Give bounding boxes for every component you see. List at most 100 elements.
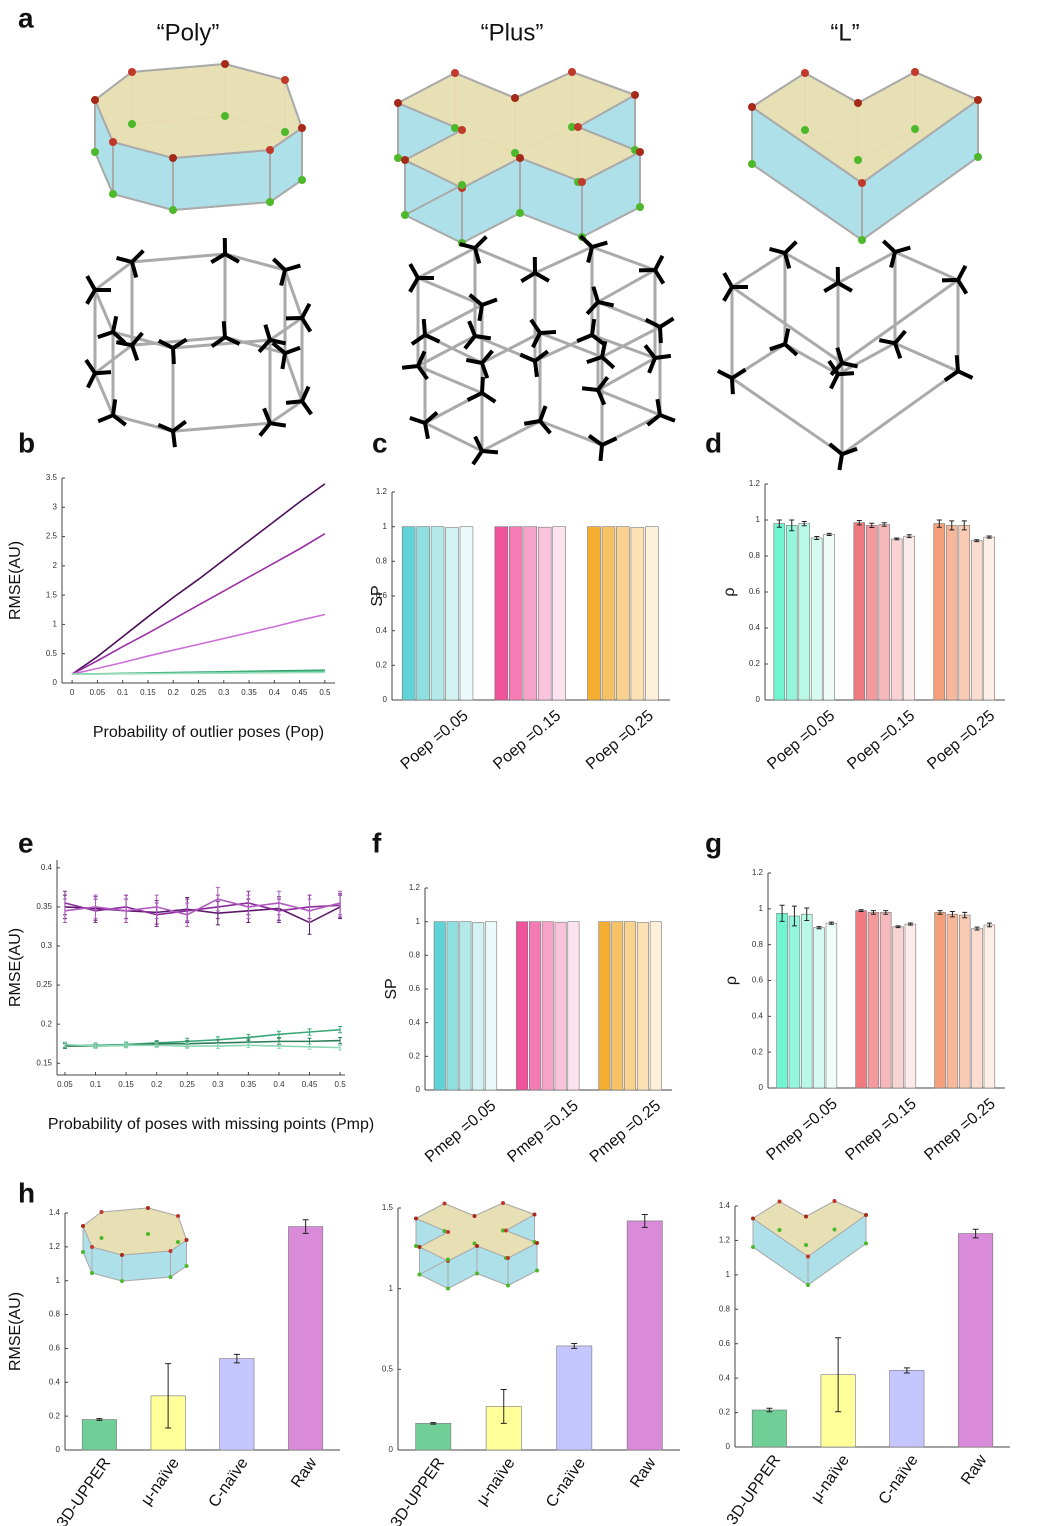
bar bbox=[446, 528, 459, 700]
y-tick-label: 0.15 bbox=[36, 1058, 52, 1067]
vertex bbox=[394, 99, 402, 107]
pose-axis bbox=[724, 273, 732, 287]
bar bbox=[516, 922, 527, 1090]
pose-axis bbox=[660, 318, 674, 327]
shape-title: “Plus” bbox=[481, 19, 544, 46]
bar bbox=[524, 527, 537, 700]
vertex bbox=[858, 236, 866, 244]
pose-axis bbox=[718, 371, 732, 378]
y-tick-label: 0 bbox=[756, 695, 761, 704]
bar bbox=[905, 924, 916, 1088]
vertex bbox=[506, 1256, 510, 1260]
x-tick-label: Pmep =0.15 bbox=[842, 1095, 919, 1164]
pose-axis bbox=[285, 266, 300, 270]
pose-axis bbox=[732, 370, 746, 379]
y-tick-label: 0.2 bbox=[719, 1408, 731, 1417]
x-tick-label: 0.3 bbox=[212, 1080, 224, 1089]
y-tick-label: 0.2 bbox=[41, 1019, 53, 1028]
vertex bbox=[504, 1229, 508, 1233]
pose-axis bbox=[88, 373, 95, 387]
vertex bbox=[169, 206, 177, 214]
pose-axis bbox=[895, 331, 905, 343]
bar bbox=[220, 1359, 254, 1450]
vertex bbox=[176, 1214, 180, 1218]
pose-axis bbox=[521, 273, 535, 281]
vertex bbox=[90, 1271, 94, 1275]
x-tick-label: 3D-UPPER bbox=[724, 1452, 784, 1526]
bar bbox=[891, 539, 902, 700]
bar bbox=[786, 525, 797, 700]
vertex bbox=[833, 1199, 837, 1203]
vertex bbox=[414, 1244, 418, 1248]
y-tick-label: 0.5 bbox=[382, 1364, 394, 1373]
y-tick-label: 0.25 bbox=[36, 980, 52, 989]
bar bbox=[447, 922, 458, 1090]
y-tick-label: 1 bbox=[383, 522, 388, 531]
pose-axis bbox=[113, 316, 116, 332]
pose-axis bbox=[602, 438, 617, 445]
bar bbox=[542, 922, 553, 1090]
pose-axis bbox=[98, 332, 113, 337]
x-tick-label: 0.45 bbox=[292, 688, 308, 697]
y-tick-label: 0.2 bbox=[376, 660, 388, 669]
bar bbox=[599, 922, 610, 1090]
vertex bbox=[418, 1245, 422, 1249]
vertex bbox=[109, 190, 117, 198]
pose-axis bbox=[224, 321, 225, 337]
pose-axis bbox=[117, 258, 132, 262]
pose-axis bbox=[839, 454, 842, 470]
pose-axis bbox=[580, 236, 592, 247]
bar bbox=[752, 1410, 786, 1447]
bar bbox=[612, 922, 623, 1090]
skeleton bbox=[95, 254, 302, 348]
vertex bbox=[574, 123, 582, 131]
vertex bbox=[506, 1284, 510, 1288]
x-tick-label: C-naïve bbox=[543, 1455, 589, 1511]
y-tick-label: 0.2 bbox=[749, 659, 761, 668]
vertex bbox=[146, 1232, 150, 1236]
y-tick-label: 0.8 bbox=[749, 551, 761, 560]
bar bbox=[82, 1420, 116, 1450]
vertex bbox=[418, 1273, 422, 1277]
y-tick-label: 0.4 bbox=[409, 1018, 421, 1027]
bar bbox=[602, 527, 615, 700]
pose-axis bbox=[425, 335, 440, 342]
bar bbox=[904, 536, 915, 700]
bar bbox=[971, 541, 982, 700]
x-tick-label: Poep =0.25 bbox=[583, 707, 657, 773]
vertex bbox=[458, 181, 466, 189]
bar bbox=[631, 528, 644, 700]
vertex bbox=[414, 1217, 418, 1221]
y-tick-label: 1 bbox=[389, 1284, 394, 1293]
y-tick-label: 0.6 bbox=[49, 1344, 61, 1353]
bar bbox=[616, 527, 629, 700]
vertex bbox=[185, 1238, 189, 1242]
panel-label: a bbox=[18, 2, 34, 33]
skeleton bbox=[732, 252, 958, 363]
panel-label: d bbox=[705, 427, 722, 458]
pose-axis bbox=[482, 377, 483, 393]
vertex bbox=[446, 1287, 450, 1291]
y-tick-label: 0.6 bbox=[409, 984, 421, 993]
bar bbox=[868, 912, 879, 1088]
vertex bbox=[100, 1236, 104, 1240]
bar bbox=[431, 527, 444, 700]
vertex bbox=[176, 1240, 180, 1244]
pose-axis bbox=[475, 237, 486, 248]
pose-axis bbox=[660, 327, 661, 343]
vertex bbox=[806, 1283, 810, 1287]
pose-axis bbox=[592, 319, 594, 335]
vertex bbox=[281, 128, 289, 136]
bar bbox=[288, 1227, 322, 1450]
pose-axis bbox=[657, 399, 660, 415]
bar bbox=[624, 922, 635, 1090]
x-tick-label: 0.25 bbox=[179, 1080, 195, 1089]
bar bbox=[824, 534, 835, 700]
bar bbox=[402, 527, 415, 700]
bar bbox=[984, 925, 995, 1088]
vertex bbox=[864, 1242, 868, 1246]
pose-axis bbox=[132, 345, 137, 360]
y-tick-label: 1.2 bbox=[409, 883, 421, 892]
bar bbox=[434, 922, 445, 1090]
bar bbox=[588, 527, 601, 700]
